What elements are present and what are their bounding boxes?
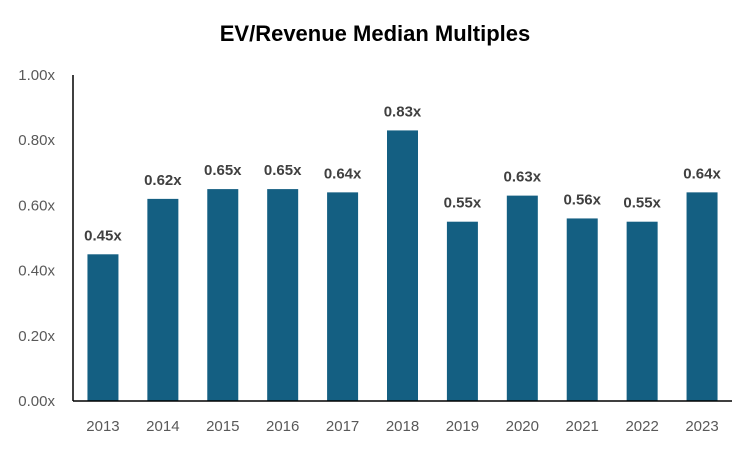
y-tick-label: 0.20x	[18, 328, 55, 345]
bar	[626, 221, 658, 401]
y-tick-label: 0.00x	[18, 393, 55, 410]
bar	[207, 189, 239, 401]
y-tick-label: 0.40x	[18, 263, 55, 280]
data-label: 0.56x	[563, 191, 601, 208]
bar	[506, 195, 538, 401]
y-tick-label: 1.00x	[18, 67, 55, 84]
x-tick-label: 2016	[266, 418, 299, 435]
data-label: 0.55x	[623, 195, 661, 212]
data-label: 0.62x	[144, 172, 182, 189]
bar	[327, 192, 359, 401]
data-label: 0.83x	[384, 103, 422, 120]
bar	[87, 254, 119, 401]
x-tick-label: 2020	[506, 418, 539, 435]
data-label: 0.65x	[264, 162, 302, 179]
bars	[87, 130, 718, 402]
x-axis-labels: 2013 2014 2015 2016 2017 2018 2019 2020 2021 2022…	[86, 418, 718, 435]
bar	[387, 130, 418, 402]
x-tick-label: 2022	[625, 418, 658, 435]
bar	[147, 198, 179, 401]
bar	[566, 218, 598, 401]
x-tick-label: 2017	[326, 418, 359, 435]
x-tick-label: 2013	[86, 418, 119, 435]
bar	[686, 192, 718, 401]
data-label: 0.64x	[324, 165, 362, 182]
x-tick-label: 2014	[146, 418, 179, 435]
x-tick-label: 2023	[685, 418, 718, 435]
x-tick-label: 2019	[446, 418, 479, 435]
x-tick-label: 2015	[206, 418, 239, 435]
y-tick-label: 0.80x	[18, 132, 55, 149]
bar	[267, 189, 299, 401]
chart-title: EV/Revenue Median Multiples	[220, 21, 531, 46]
data-label: 0.64x	[683, 165, 721, 182]
y-axis-ticks: 0.00x 0.20x 0.40x 0.60x 0.80x 1.00x	[18, 67, 55, 410]
x-tick-label: 2021	[566, 418, 599, 435]
data-labels: 0.45x 0.62x 0.65x 0.65x 0.64x 0.83x 0.55x 0.63x…	[84, 103, 721, 244]
data-label: 0.65x	[204, 162, 242, 179]
data-label: 0.63x	[504, 169, 542, 186]
data-label: 0.45x	[84, 227, 122, 244]
y-tick-label: 0.60x	[18, 197, 55, 214]
x-tick-label: 2018	[386, 418, 419, 435]
bar	[446, 221, 478, 401]
data-label: 0.55x	[444, 195, 482, 212]
